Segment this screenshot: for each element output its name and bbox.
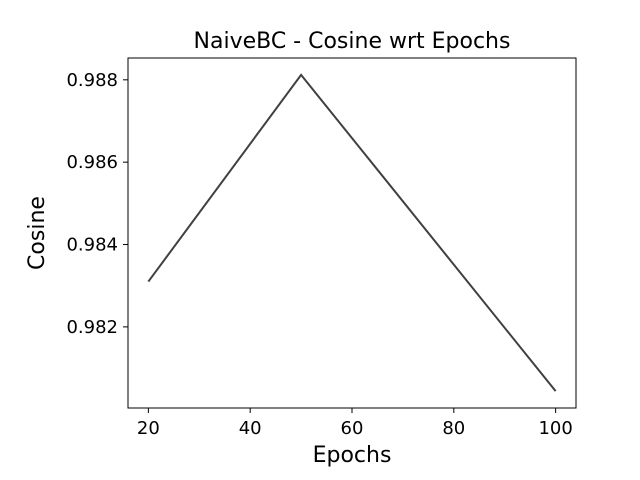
plot-frame [127, 57, 577, 409]
x-tick-label: 20 [137, 418, 160, 439]
y-axis-label: Cosine [25, 196, 50, 270]
x-axis: 20 40 60 80 100 [137, 408, 573, 439]
x-tick-label: 60 [341, 418, 364, 439]
chart-title: NaiveBC - Cosine wrt Epochs [194, 29, 511, 54]
x-tick-label: 100 [538, 418, 572, 439]
series-group [147, 73, 557, 392]
x-axis-label: Epochs [313, 443, 392, 468]
x-tick-label: 80 [442, 418, 465, 439]
y-tick-label: 0.988 [66, 70, 118, 91]
y-tick-label: 0.986 [66, 152, 118, 173]
x-tick-label: 40 [239, 418, 262, 439]
plot-background [128, 58, 576, 408]
y-tick-label: 0.984 [66, 235, 118, 256]
plot-area: 20 40 60 80 100 0.982 0.984 0.986 0.988 [66, 57, 577, 439]
y-tick-label: 0.982 [66, 317, 118, 338]
y-axis: 0.982 0.984 0.986 0.988 [66, 70, 128, 338]
series-line [147, 73, 557, 392]
